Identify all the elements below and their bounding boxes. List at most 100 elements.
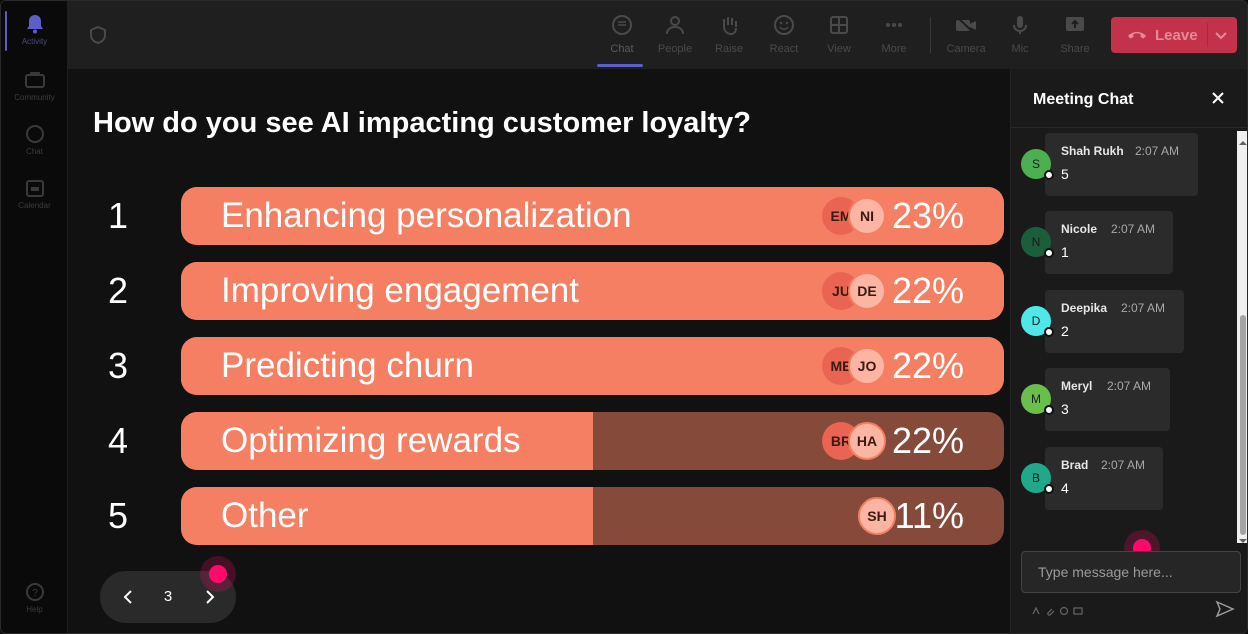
avatar[interactable]: D	[1021, 306, 1054, 337]
chat-message-input[interactable]: Type message here...	[1021, 551, 1241, 593]
chevron-right-icon[interactable]	[200, 587, 220, 607]
shield-icon[interactable]	[88, 25, 108, 45]
rail-label: Help	[26, 605, 43, 614]
option-number: 2	[108, 270, 129, 311]
send-icon[interactable]	[1215, 599, 1235, 619]
poll-question: How do you see AI impacting customer loy…	[93, 107, 751, 139]
scroll-down-icon[interactable]	[1239, 532, 1247, 543]
chat-bubble: Shah Rukh 2:07 AM 5	[1045, 133, 1198, 196]
grid-icon	[827, 13, 851, 37]
gif-icon[interactable]	[1073, 603, 1083, 615]
voter-avatar: DE	[848, 272, 886, 310]
community-icon	[24, 69, 46, 91]
people-button-label: People	[657, 43, 693, 55]
option-number: 5	[108, 495, 129, 536]
avatar-initial: S	[1031, 157, 1040, 171]
message-timestamp: 2:07 AM	[1111, 222, 1156, 236]
avatar-initial: B	[1031, 471, 1040, 485]
rail-item-help[interactable]: ? Help	[1, 573, 68, 625]
chat-message: Nicole 2:07 AM 1 N	[1021, 211, 1221, 274]
help-icon: ?	[24, 581, 46, 603]
sender-name: Meryl	[1061, 379, 1093, 393]
attach-icon[interactable]	[1045, 603, 1055, 616]
chat-bubble: Nicole 2:07 AM 1	[1045, 211, 1173, 274]
poll-option[interactable]: 5 Other SH 11%	[68, 487, 1010, 545]
chat-panel-title: Meeting Chat	[1033, 91, 1134, 108]
mic-icon	[1008, 13, 1032, 37]
meeting-chat-panel: Meeting Chat Shah Rukh 2:07 AM 5 S Nicole 2:0…	[1010, 69, 1247, 633]
leave-button[interactable]: Leave	[1111, 17, 1237, 53]
scroll-up-icon[interactable]	[1239, 134, 1247, 145]
share-screen-icon	[1063, 13, 1087, 37]
option-percent: 11%	[894, 495, 964, 536]
react-button-label: React	[769, 43, 799, 55]
chat-icon	[24, 123, 46, 145]
sender-name: Nicole	[1061, 222, 1098, 236]
poll-option[interactable]: 4 Optimizing rewards BR HA 22%	[68, 412, 1010, 470]
avatar[interactable]: M	[1021, 384, 1054, 415]
raise-button-label: Raise	[714, 43, 744, 55]
poll-option[interactable]: 1 Enhancing personalization EM NI 23%	[68, 187, 1010, 245]
rail-item-chat[interactable]: Chat	[1, 115, 68, 167]
presence-dot	[1044, 170, 1054, 180]
option-label: Enhancing personalization	[221, 196, 632, 235]
leave-button-label: Leave	[1155, 26, 1198, 44]
option-label: Optimizing rewards	[221, 421, 521, 460]
voter-avatar: SH	[858, 497, 896, 535]
avatar-initial: N	[1031, 235, 1041, 249]
raise-hand-icon	[717, 13, 741, 37]
voter-avatar: HA	[848, 422, 886, 460]
view-button[interactable]: View	[814, 1, 864, 69]
avatar[interactable]: N	[1021, 227, 1054, 258]
chat-message: Shah Rukh 2:07 AM 5 S	[1021, 133, 1221, 196]
people-button[interactable]: People	[650, 1, 700, 69]
react-button[interactable]: React	[759, 1, 809, 69]
chevron-left-icon[interactable]	[118, 587, 138, 607]
option-percent: 22%	[891, 270, 964, 311]
option-number: 1	[108, 195, 129, 236]
svg-text:?: ?	[32, 588, 38, 599]
emoji-icon[interactable]	[1059, 603, 1069, 616]
rail-item-activity[interactable]: Activity	[1, 5, 68, 57]
rail-item-community[interactable]: Community	[1, 61, 68, 113]
message-timestamp: 2:07 AM	[1135, 144, 1180, 158]
close-icon[interactable]	[1209, 89, 1227, 107]
option-label: Improving engagement	[221, 271, 579, 310]
chat-scrollbar[interactable]	[1237, 131, 1247, 543]
poll-stage: How do you see AI impacting customer loy…	[68, 69, 1010, 633]
chat-divider	[1011, 127, 1247, 128]
chevron-down-icon[interactable]	[1213, 27, 1229, 48]
message-body: 3	[1061, 401, 1069, 417]
mic-button[interactable]: Mic	[995, 1, 1045, 69]
option-result-fill	[181, 412, 593, 470]
message-body: 4	[1061, 480, 1069, 496]
option-number: 3	[108, 345, 129, 386]
camera-button[interactable]: Camera	[941, 1, 991, 69]
chat-button[interactable]: Chat	[597, 1, 647, 69]
more-button-label: More	[881, 43, 907, 55]
chat-bubble: Meryl 2:07 AM 3	[1045, 368, 1170, 431]
more-button[interactable]: More	[869, 1, 919, 69]
rail-label: Calendar	[18, 201, 51, 210]
chat-bubble: Brad 2:07 AM 4	[1045, 447, 1163, 510]
camera-button-label: Camera	[946, 43, 986, 55]
message-timestamp: 2:07 AM	[1107, 379, 1152, 393]
option-result-bar: Predicting churn ME JO 22%	[181, 337, 1004, 395]
sender-name: Brad	[1061, 458, 1089, 472]
rail-item-calendar[interactable]: Calendar	[1, 169, 68, 221]
mic-button-label: Mic	[1011, 43, 1029, 55]
share-button-label: Share	[1060, 43, 1090, 55]
scrollbar-thumb[interactable]	[1240, 315, 1246, 535]
raise-button[interactable]: Raise	[704, 1, 754, 69]
poll-option[interactable]: 3 Predicting churn ME JO 22%	[68, 337, 1010, 395]
toolbar-divider	[930, 17, 931, 53]
chat-message: Meryl 2:07 AM 3 M	[1021, 368, 1221, 431]
format-text-icon[interactable]	[1031, 603, 1041, 615]
leave-divider	[1207, 23, 1208, 47]
avatar[interactable]: S	[1021, 149, 1054, 180]
poll-option[interactable]: 2 Improving engagement JU DE 22%	[68, 262, 1010, 320]
share-button[interactable]: Share	[1050, 1, 1100, 69]
avatar[interactable]: B	[1021, 463, 1054, 494]
chat-icon	[610, 13, 634, 37]
